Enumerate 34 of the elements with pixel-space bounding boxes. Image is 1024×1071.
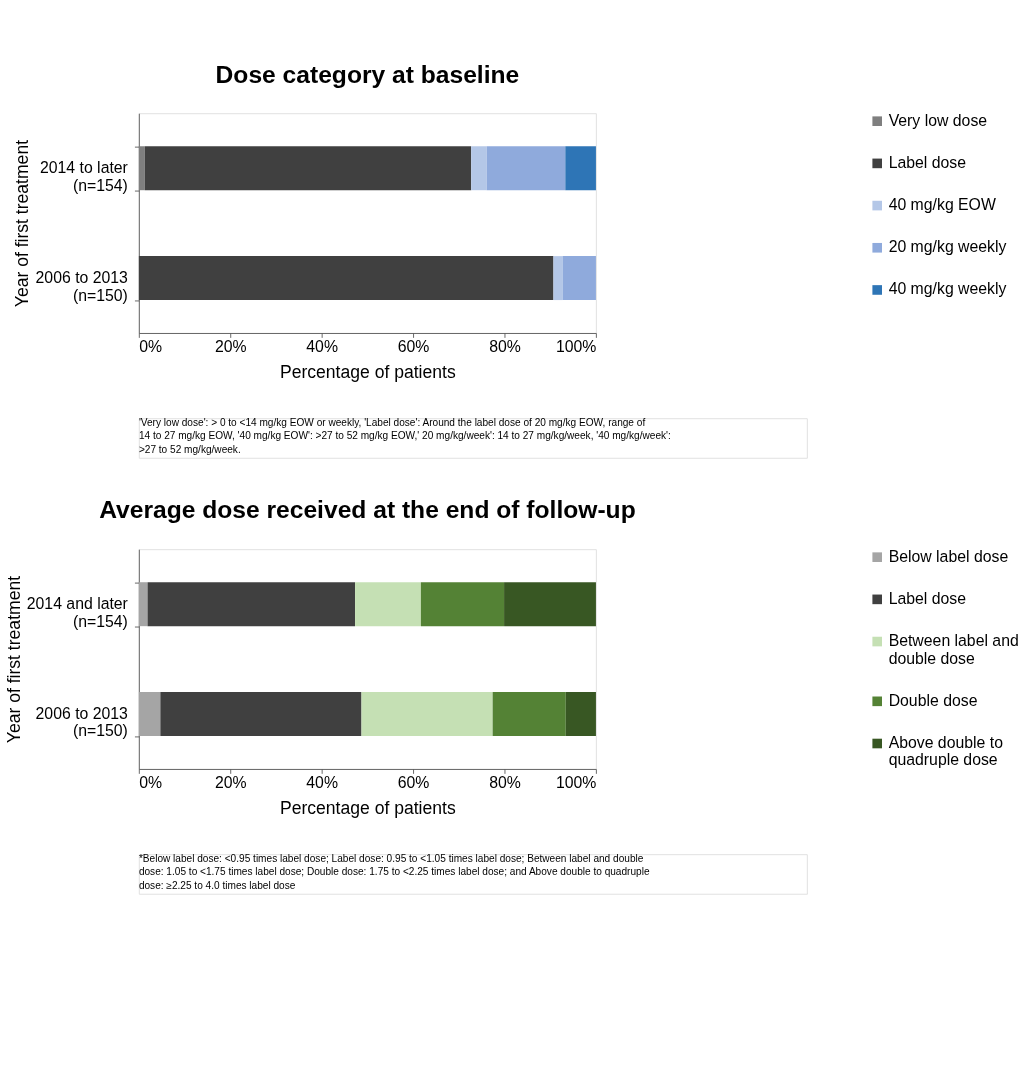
x-tick-label: 60%: [397, 773, 430, 791]
legend-label: 40 mg/kg EOW: [888, 195, 996, 213]
x-axis-title: Percentage of patients: [279, 798, 456, 819]
chart-title: Average dose received at the end of follow-up: [99, 496, 636, 524]
x-tick-label: 60%: [397, 337, 430, 355]
y-tick-label: 2006 to 2013 (n=150): [35, 704, 129, 740]
x-tick-label: 40%: [306, 337, 338, 355]
text: 'Very low dose': > 0 to <14 mg/kg EOW or weekly, 'Label dose': Around the label dose of 20 mg/kg EOW, range of 14 to 27 mg/kg EOW, '40 mg/kg EOW': >27 to 52 mg/kg EOW,' 20 mg/kg/week': 14 to 27 mg/kg/week, '40 mg/kg/week': >27 to 52 mg/kg/week.: [138, 417, 671, 455]
legend-label: 20 mg/kg weekly: [888, 238, 1007, 256]
legend-label: Between label and double dose: [888, 631, 1019, 667]
x-tick-label: 0%: [139, 337, 163, 355]
y-tick-label: 2014 to later (n=154): [39, 159, 128, 194]
text: *Below label dose: <0.95 times label dose; Label dose: 0.95 to <1.05 times label dose; Between label and double dose: 1.05 to <1.75 times label dose; Double dose: 1.75 to <2.25 times label dose; and Above double to quadruple dose: ≥2.25 to 4.0 times label dose: [138, 853, 650, 891]
legend-label: Label dose: [888, 153, 967, 171]
x-tick-label: 100%: [555, 773, 597, 791]
y-tick-label: 2014 and later (n=154): [26, 595, 128, 630]
legend-label: Below label dose: [888, 547, 1009, 565]
x-tick-label: 80%: [489, 337, 521, 355]
x-axis-title: Percentage of patients: [279, 362, 456, 383]
legend-label: Above double to quadruple dose: [888, 733, 1004, 769]
x-tick-label: 40%: [306, 773, 338, 791]
legend-label: Label dose: [888, 589, 967, 607]
y-axis-title: Year of first treatment: [12, 139, 33, 308]
y-axis-title: Year of first treatment: [3, 575, 24, 744]
x-tick-label: 20%: [214, 773, 247, 791]
x-tick-label: 0%: [139, 773, 163, 791]
legend-label: Very low dose: [888, 111, 988, 129]
x-tick-label: 20%: [214, 337, 247, 355]
x-tick-label: 100%: [555, 337, 597, 355]
legend-label: 40 mg/kg weekly: [888, 280, 1007, 298]
x-tick-label: 80%: [489, 773, 521, 791]
chart-title: Dose category at baseline: [215, 60, 520, 88]
y-tick-label: 2006 to 2013 (n=150): [35, 268, 129, 304]
legend-label: Double dose: [888, 691, 978, 709]
